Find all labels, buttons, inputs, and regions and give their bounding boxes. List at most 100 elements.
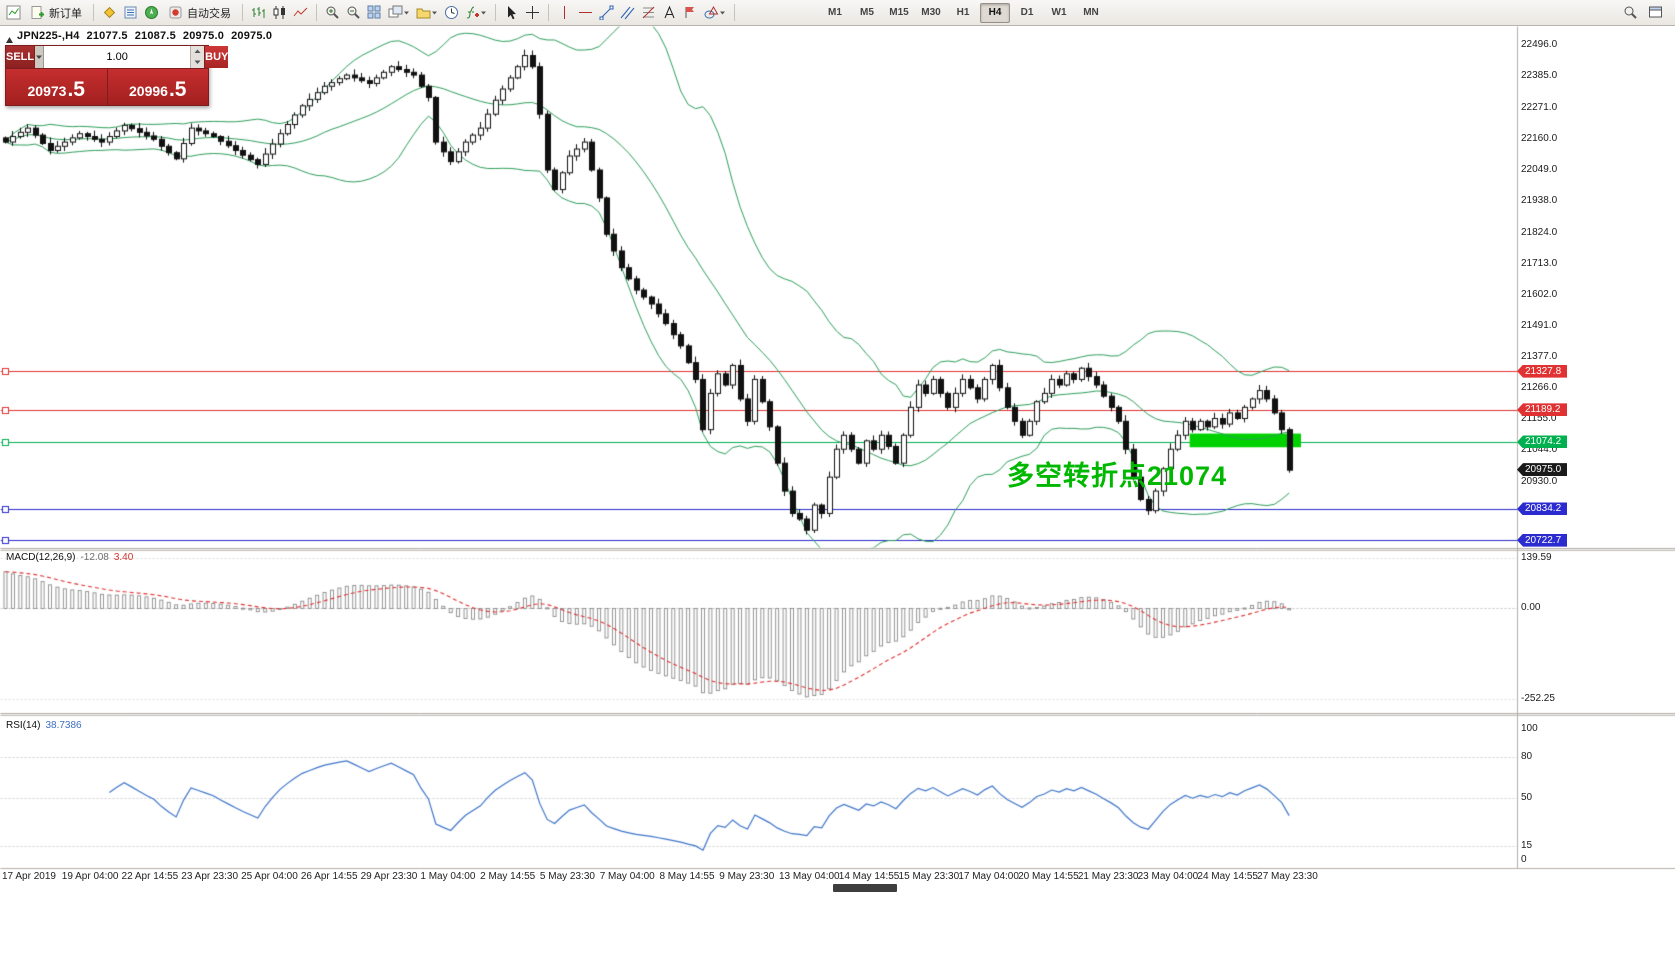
time-axis-label: 23 Apr 23:30	[181, 871, 239, 882]
fibonacci-tool-button[interactable]	[639, 3, 658, 23]
macd-main-value: -12.08	[80, 552, 109, 563]
crosshair-tool-button[interactable]	[523, 3, 542, 23]
bar-chart-mode-button[interactable]	[249, 3, 268, 23]
line-chart-mode-button[interactable]	[291, 3, 310, 23]
timeframe-button-d1[interactable]: D1	[1020, 7, 1034, 18]
timeframe-button-m30[interactable]: M30	[921, 7, 941, 18]
volume-input[interactable]	[44, 46, 191, 68]
auto-trading-button[interactable]: 自动交易	[163, 3, 236, 23]
period-button[interactable]	[442, 3, 461, 23]
market-watch-button[interactable]	[100, 3, 119, 23]
volume-stepper[interactable]	[190, 46, 205, 68]
timeframe-button-w1[interactable]: W1	[1051, 7, 1067, 18]
time-axis-label: 24 May 14:55	[1197, 871, 1258, 882]
tile-windows-button[interactable]	[365, 3, 384, 23]
rsi-axis-label: 80	[1521, 750, 1533, 762]
symbol-name: JPN225-,H4	[17, 30, 80, 42]
buy-price[interactable]: 20996.5	[108, 69, 209, 105]
zoom-in-button[interactable]	[323, 3, 342, 23]
price-tag: 20975.0	[1517, 463, 1567, 477]
macd-axis-label: 139.59	[1521, 551, 1552, 563]
time-axis-label: 17 May 04:00	[958, 871, 1019, 882]
candlestick-mode-button[interactable]	[270, 3, 289, 23]
timeframe-button-m1[interactable]: M1	[828, 7, 842, 18]
price-axis-label: 21491.0	[1521, 319, 1558, 331]
channel-tool-button[interactable]	[618, 3, 637, 23]
timeframe-button-h1[interactable]: H1	[956, 7, 970, 18]
rsi-axis-label: 100	[1521, 723, 1538, 735]
timeframe-button-h4[interactable]: H4	[980, 2, 1010, 23]
price-tag: 21327.8	[1517, 364, 1567, 378]
time-axis-label: 15 May 23:30	[898, 871, 960, 882]
data-window-button[interactable]	[121, 3, 140, 23]
timeframe-button-m15[interactable]: M15	[889, 7, 909, 18]
chart-window-button[interactable]	[4, 3, 23, 23]
zoom-out-icon	[347, 6, 360, 19]
time-axis-label: 8 May 14:55	[659, 871, 715, 882]
bar-chart-icon	[252, 7, 265, 18]
search-icon	[1624, 6, 1637, 19]
chevron-down-icon	[404, 11, 409, 15]
macd-signal-value: 3.40	[113, 552, 134, 563]
new-order-button[interactable]: 新订单	[25, 3, 87, 23]
toolbar-separator	[548, 4, 549, 21]
time-axis-label: 25 Apr 04:00	[241, 871, 298, 882]
triangle-down-icon	[194, 60, 201, 64]
toolbar-separator	[93, 4, 94, 21]
new-chart-button[interactable]	[386, 3, 412, 23]
shapes-icon	[704, 5, 719, 19]
time-axis-label: 2 May 14:55	[480, 871, 536, 882]
search-button[interactable]	[1621, 3, 1640, 23]
time-axis-label: 27 May 23:30	[1257, 871, 1318, 882]
text-tool-button[interactable]	[660, 3, 679, 23]
timeframe-button-mn[interactable]: MN	[1083, 7, 1099, 18]
sell-price[interactable]: 20973.5	[6, 69, 107, 105]
indicators-button[interactable]	[463, 3, 489, 23]
buy-button[interactable]: BUY	[204, 46, 229, 68]
trendline-tool-button[interactable]	[597, 3, 616, 23]
zoom-out-button[interactable]	[344, 3, 363, 23]
line-chart-icon	[293, 7, 308, 17]
vertical-line-tool-button[interactable]	[555, 3, 574, 23]
timeframe-button-m5[interactable]: M5	[860, 7, 874, 18]
horizontal-line-tool-button[interactable]	[576, 3, 595, 23]
one-click-panel-toggle[interactable]	[5, 31, 14, 49]
volume-step-up[interactable]	[191, 46, 204, 57]
profiles-button[interactable]	[414, 3, 440, 23]
time-axis-label: 5 May 23:30	[539, 871, 595, 882]
time-axis-label: 23 May 04:00	[1137, 871, 1199, 882]
buy-price-main: 20996	[129, 83, 168, 99]
toolbar-right-group	[1621, 3, 1671, 23]
navigator-button[interactable]	[142, 3, 161, 23]
time-axis-label: 13 May 04:00	[779, 871, 840, 882]
symbol-ohlc-info: JPN225-,H4 21077.5 21087.5 20975.0 20975.0	[17, 30, 279, 42]
volume-step-down[interactable]	[191, 57, 204, 68]
time-axis-label: 22 Apr 14:55	[121, 871, 179, 882]
shapes-tool-button[interactable]	[702, 3, 728, 23]
price-tag: 20722.7	[1517, 533, 1567, 547]
label-tool-button[interactable]	[681, 3, 700, 23]
sell-button[interactable]: SELL	[6, 46, 36, 68]
chart-annotation: 多空转折点21074	[1007, 461, 1228, 491]
toolbar-separator	[316, 4, 317, 21]
timeframe-group: M1 M5 M15 M30 H1 H4 D1 W1 MN	[819, 2, 1107, 23]
price-axis-label: 21155.0	[1521, 413, 1557, 425]
window-panel-button[interactable]	[1646, 3, 1665, 23]
rsi-axis-label: 50	[1521, 791, 1533, 803]
rsi-name: RSI(14)	[6, 720, 41, 731]
profiles-icon	[416, 8, 431, 19]
tile-windows-icon	[367, 5, 381, 19]
volume-dropdown-button[interactable]	[35, 46, 45, 68]
bar-open: 21077.5	[86, 30, 128, 42]
price-axis-label: 22385.0	[1521, 69, 1558, 81]
horizontal-scrollbar-thumb[interactable]	[833, 884, 897, 892]
sell-price-fraction: .5	[67, 78, 85, 101]
cursor-tool-button[interactable]	[502, 3, 521, 23]
macd-axis-label: 0.00	[1521, 602, 1541, 613]
macd-indicator-label: MACD(12,26,9) -12.08 3.40	[6, 552, 133, 563]
price-axis-label: 21266.0	[1521, 382, 1558, 394]
chevron-down-icon	[432, 11, 437, 15]
price-axis-label: 22049.0	[1521, 163, 1558, 175]
